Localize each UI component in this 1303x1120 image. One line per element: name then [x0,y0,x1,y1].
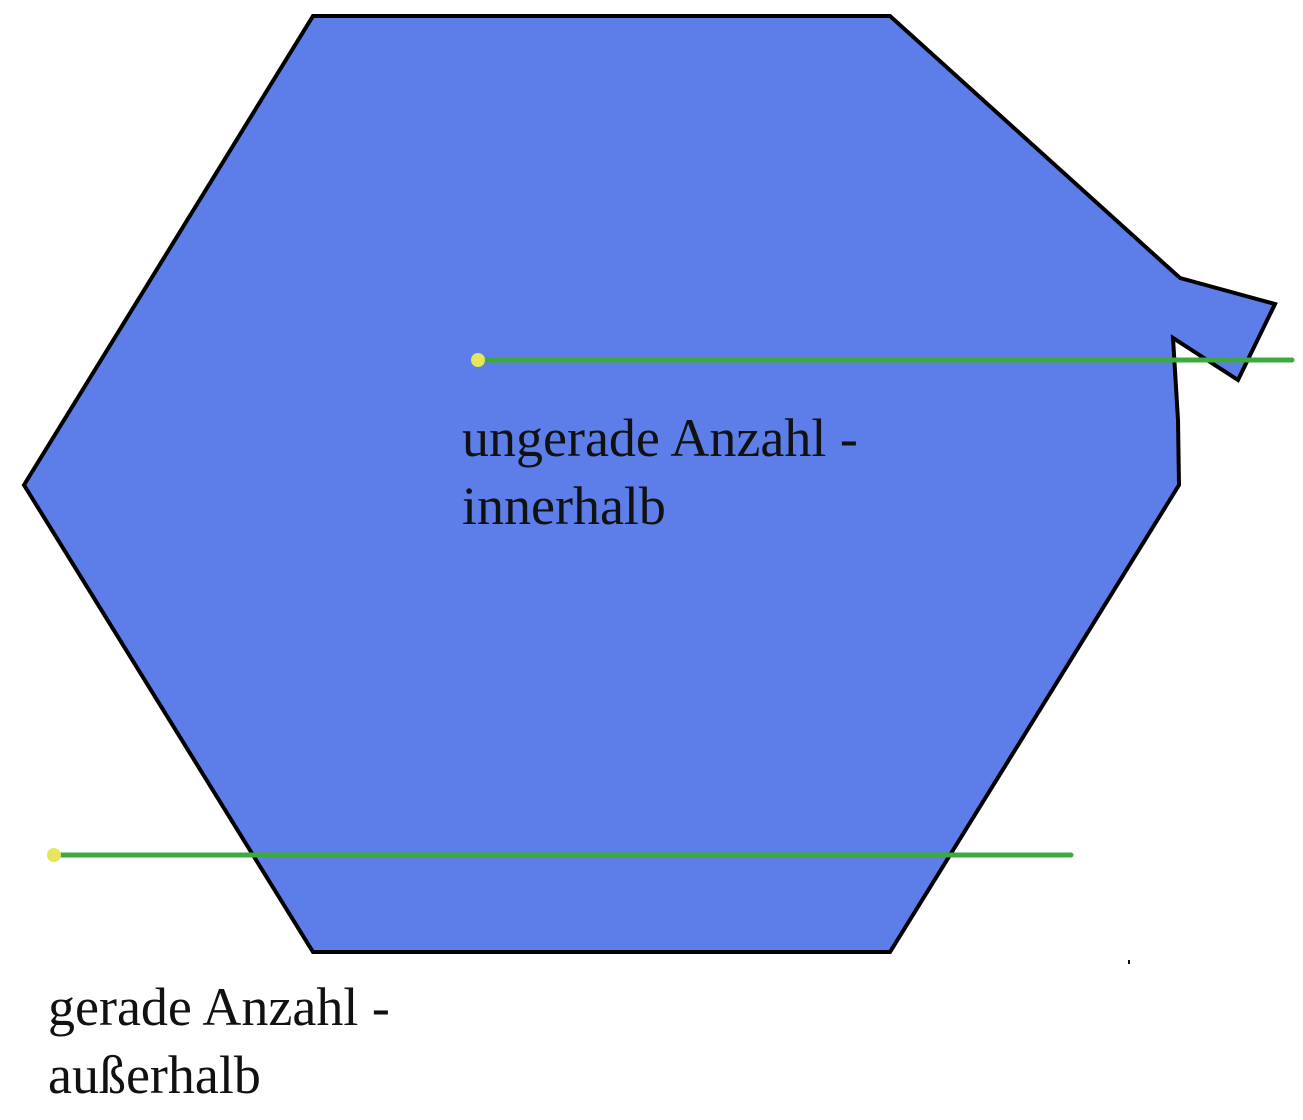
outside-start-point [47,848,61,862]
caption-outside-line1: gerade Anzahl - [48,977,390,1037]
inside-start-point [471,353,485,367]
test-polygon [21,14,1278,954]
caption-inside-line2: innerhalb [462,476,666,536]
caption-outside-line2: außerhalb [48,1045,261,1105]
stray-mark [1128,960,1130,964]
caption-outside-point: gerade Anzahl - außerhalb [48,973,390,1109]
caption-inside-line1: ungerade Anzahl - [462,408,858,468]
caption-inside-point: ungerade Anzahl - innerhalb [462,404,858,540]
